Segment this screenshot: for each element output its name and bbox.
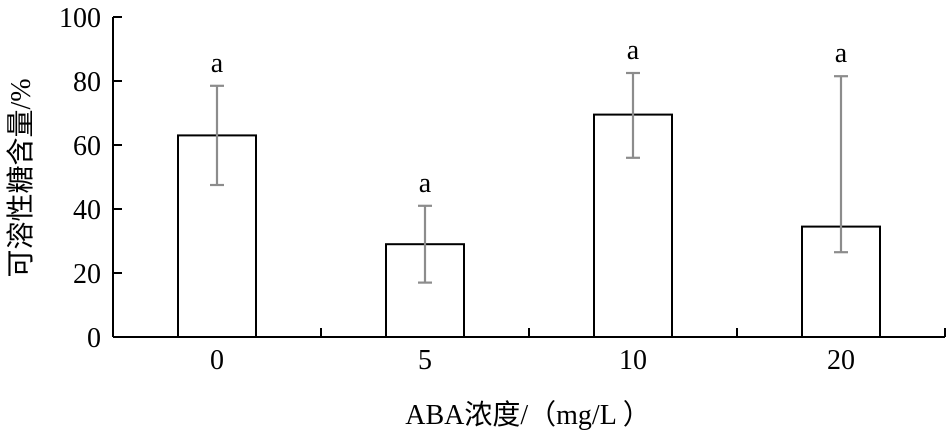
x-tick-label-0: 0 bbox=[210, 345, 224, 376]
x-axis-title: ABA浓度/（mg/L ） bbox=[405, 399, 651, 431]
significance-label-20: a bbox=[835, 38, 848, 69]
y-tick-label: 60 bbox=[73, 131, 101, 162]
bars bbox=[177, 113, 881, 339]
y-tick-label: 40 bbox=[73, 195, 101, 226]
y-axis-title: 可溶性糖含量/% bbox=[5, 78, 37, 277]
y-tick-label: 100 bbox=[59, 3, 101, 34]
x-tick-label-5: 5 bbox=[418, 345, 432, 376]
y-tick-label: 0 bbox=[87, 323, 101, 354]
significance-label-5: a bbox=[419, 168, 432, 199]
error-bars bbox=[210, 71, 848, 284]
significance-label-0: a bbox=[211, 48, 224, 79]
x-tick-label-20: 20 bbox=[827, 345, 855, 376]
bar-5 bbox=[385, 243, 465, 338]
significance-label-10: a bbox=[627, 35, 640, 66]
y-tick-label: 80 bbox=[73, 67, 101, 98]
bar-10 bbox=[593, 113, 673, 338]
x-tick-label-10: 10 bbox=[619, 345, 647, 376]
labels: a 0 a 5 a 10 a 20 bbox=[210, 35, 855, 376]
y-tick-label: 20 bbox=[73, 259, 101, 290]
